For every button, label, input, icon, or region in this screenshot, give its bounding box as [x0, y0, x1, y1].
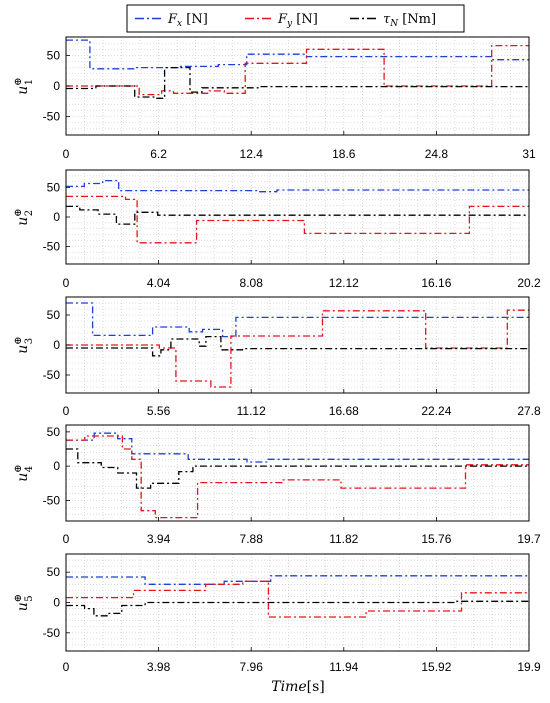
series-fx-line	[66, 179, 529, 193]
y-axis-label: u⊕2	[13, 208, 35, 225]
y-tick-label: 0	[53, 596, 60, 610]
series-tau-line	[66, 448, 529, 489]
series-fy-line	[66, 580, 529, 618]
legend-entry-fx: Fx [N]	[167, 12, 208, 29]
x-tick-label: 31	[522, 147, 536, 161]
x-tick-label: 4.04	[147, 276, 171, 290]
series-tau-line	[66, 66, 529, 99]
series-fy-line	[66, 195, 529, 244]
x-tick-label: 15.92	[421, 660, 451, 674]
panel-3: -50 0 50 0 5.56 11.12 16.68 22.24 27.8 u⊕3	[13, 296, 541, 418]
y-tick-label: 0	[53, 210, 60, 224]
x-tick-label: 7.88	[240, 532, 264, 546]
x-tick-label: 5.56	[147, 404, 171, 418]
y-axis-label: u⊕3	[13, 336, 35, 353]
y-axis-label: u⊕5	[13, 594, 35, 611]
series-tau-line	[66, 205, 529, 225]
panel-frame	[65, 424, 530, 522]
series-fx-line	[66, 39, 529, 70]
x-tick-label: 8.08	[240, 276, 264, 290]
x-tick-label: 19.7	[517, 532, 541, 546]
y-tick-label: -50	[43, 239, 61, 253]
x-tick-label: 11.94	[329, 660, 358, 674]
x-tick-label: 24.8	[425, 147, 449, 161]
x-tick-label: 22.24	[421, 404, 451, 418]
series-tau-line	[66, 600, 529, 617]
y-tick-label: 50	[47, 308, 61, 322]
x-tick-label: 3.98	[147, 660, 171, 674]
series-tau-line	[66, 335, 529, 357]
x-tick-label: 15.76	[421, 532, 451, 546]
panel-1: -50 0 50 0 6.2 12.4 18.6 24.8 31 u⊕1	[13, 36, 536, 161]
x-tick-label: 12.12	[329, 276, 359, 290]
x-axis-label: Time[s]	[271, 679, 325, 695]
y-tick-label: 0	[53, 459, 60, 473]
panel-5: -50 0 50 0 3.98 7.96 11.94 15.92 19.9 u⊕5	[13, 553, 541, 674]
x-tick-label: 11.82	[329, 532, 358, 546]
series-fy-line	[66, 435, 529, 519]
y-axis-label: u⊕1	[13, 77, 35, 94]
y-tick-label: -50	[43, 626, 61, 640]
y-tick-label: 50	[47, 565, 61, 579]
y-tick-label: 50	[47, 181, 61, 195]
legend-entry-fy: Fy [N]	[277, 12, 318, 29]
x-tick-label: 6.2	[150, 147, 167, 161]
y-axis-label: u⊕4	[13, 464, 35, 481]
x-tick-label: 18.6	[332, 147, 356, 161]
x-tick-label: 0	[63, 404, 70, 418]
y-tick-label: 50	[47, 425, 61, 439]
x-tick-label: 3.94	[147, 532, 171, 546]
x-tick-label: 0	[63, 660, 70, 674]
series-fx-line	[66, 432, 529, 463]
x-tick-label: 7.96	[240, 660, 264, 674]
legend-box	[126, 4, 465, 33]
x-tick-label: 0	[63, 532, 70, 546]
y-tick-label: 0	[53, 79, 60, 93]
legend: Fx [N] Fy [N] τN [Nm]	[126, 4, 465, 33]
legend-entry-tau: τN [Nm]	[383, 12, 436, 29]
x-tick-label: 0	[63, 147, 70, 161]
x-tick-label: 11.12	[237, 404, 266, 418]
y-tick-label: -50	[43, 493, 61, 507]
x-tick-label: 16.68	[329, 404, 359, 418]
series-fy-line	[66, 44, 529, 96]
x-tick-label: 16.16	[421, 276, 451, 290]
x-tick-label: 20.2	[517, 276, 541, 290]
x-tick-label: 19.9	[517, 660, 541, 674]
x-tick-label: 27.8	[517, 404, 541, 418]
series-fx-line	[66, 575, 529, 585]
y-tick-label: 50	[47, 48, 61, 62]
series-fx-line	[66, 302, 529, 338]
panel-4: -50 0 50 0 3.94 7.88 11.82 15.76 19.7 u⊕4	[13, 424, 541, 546]
y-tick-label: 0	[53, 338, 60, 352]
y-tick-label: -50	[43, 110, 61, 124]
panel-2: -50 0 50 0 4.04 8.08 12.12 16.16 20.2 u⊕2	[13, 169, 541, 290]
x-tick-label: 12.4	[240, 147, 264, 161]
y-tick-label: -50	[43, 368, 61, 382]
x-tick-label: 0	[63, 276, 70, 290]
